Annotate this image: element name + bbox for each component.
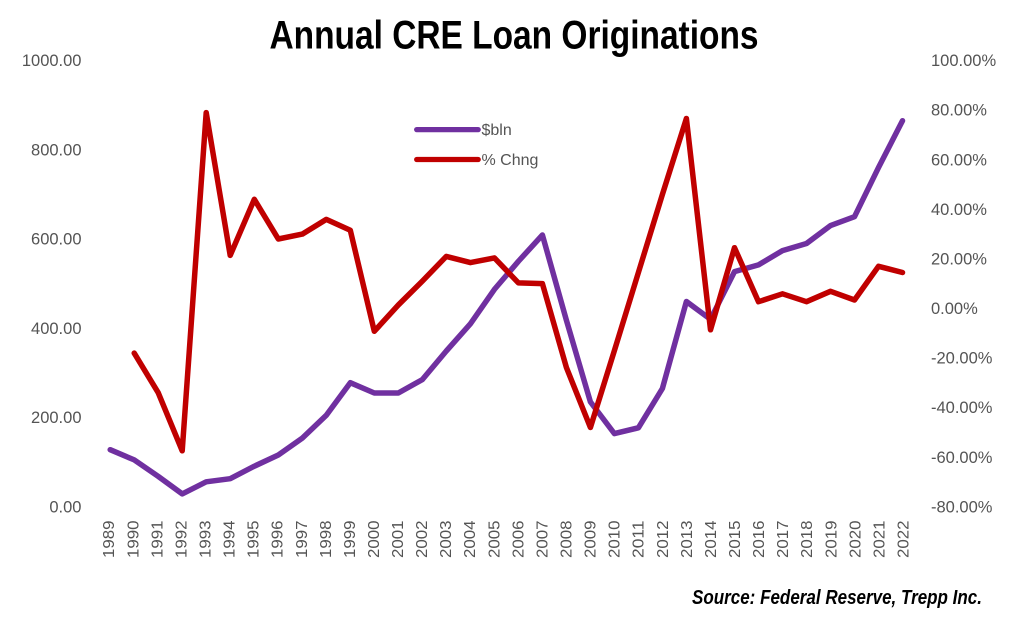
svg-text:2002: 2002 xyxy=(414,520,431,558)
svg-text:Annual CRE Loan Originations: Annual CRE Loan Originations xyxy=(270,14,759,58)
svg-text:-80.00%: -80.00% xyxy=(931,498,993,516)
svg-text:20.00%: 20.00% xyxy=(931,251,987,269)
svg-text:2016: 2016 xyxy=(751,520,768,558)
svg-text:2014: 2014 xyxy=(703,520,720,558)
svg-text:2009: 2009 xyxy=(583,520,600,558)
svg-text:-60.00%: -60.00% xyxy=(931,449,993,467)
svg-text:100.00%: 100.00% xyxy=(931,52,996,70)
svg-text:200.00: 200.00 xyxy=(31,409,81,427)
svg-text:-20.00%: -20.00% xyxy=(931,350,993,368)
svg-text:0.00: 0.00 xyxy=(49,498,81,516)
svg-text:1998: 1998 xyxy=(318,520,335,558)
svg-text:1995: 1995 xyxy=(246,520,263,558)
svg-text:1990: 1990 xyxy=(125,520,142,558)
svg-text:1993: 1993 xyxy=(198,520,215,558)
svg-text:80.00%: 80.00% xyxy=(931,102,987,120)
svg-text:2017: 2017 xyxy=(775,520,792,558)
svg-text:1992: 1992 xyxy=(173,520,190,558)
svg-text:400.00: 400.00 xyxy=(31,320,81,338)
svg-text:1994: 1994 xyxy=(222,520,239,558)
svg-text:2019: 2019 xyxy=(823,520,840,558)
svg-text:1997: 1997 xyxy=(294,520,311,558)
svg-text:2021: 2021 xyxy=(871,520,888,558)
svg-text:2006: 2006 xyxy=(510,520,527,558)
svg-text:2015: 2015 xyxy=(727,520,744,558)
svg-text:2000: 2000 xyxy=(366,520,383,558)
svg-text:0.00%: 0.00% xyxy=(931,300,978,318)
svg-text:2013: 2013 xyxy=(679,520,696,558)
svg-text:2010: 2010 xyxy=(607,520,624,558)
svg-text:800.00: 800.00 xyxy=(31,141,81,159)
svg-text:2018: 2018 xyxy=(799,520,816,558)
svg-text:1989: 1989 xyxy=(101,520,118,558)
svg-text:2001: 2001 xyxy=(390,520,407,558)
svg-text:$bln: $bln xyxy=(482,122,512,139)
svg-text:2005: 2005 xyxy=(486,520,503,558)
svg-text:2008: 2008 xyxy=(559,520,576,558)
svg-text:2007: 2007 xyxy=(535,520,552,558)
svg-text:2011: 2011 xyxy=(631,520,648,558)
svg-text:% Chng: % Chng xyxy=(482,152,539,169)
svg-text:1991: 1991 xyxy=(149,520,166,558)
svg-text:2003: 2003 xyxy=(438,520,455,558)
svg-text:-40.00%: -40.00% xyxy=(931,399,993,417)
svg-text:1996: 1996 xyxy=(270,520,287,558)
svg-text:2022: 2022 xyxy=(896,520,913,558)
svg-text:2012: 2012 xyxy=(655,520,672,558)
svg-text:600.00: 600.00 xyxy=(31,231,81,249)
svg-text:Source: Federal Reserve, Trepp: Source: Federal Reserve, Trepp Inc. xyxy=(692,587,982,609)
svg-text:1000.00: 1000.00 xyxy=(22,52,82,70)
svg-text:2020: 2020 xyxy=(847,520,864,558)
svg-text:60.00%: 60.00% xyxy=(931,151,987,169)
svg-text:1999: 1999 xyxy=(342,520,359,558)
svg-text:2004: 2004 xyxy=(462,520,479,558)
svg-text:40.00%: 40.00% xyxy=(931,201,987,219)
